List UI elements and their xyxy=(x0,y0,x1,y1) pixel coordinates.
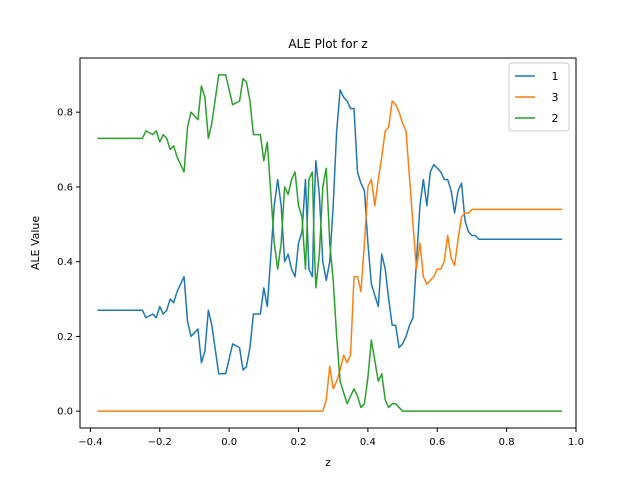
y-tick-label: 0.6 xyxy=(57,182,73,193)
y-tick-label: 0.0 xyxy=(57,407,73,418)
y-axis-label: ALE Value xyxy=(29,216,42,271)
series-line-2 xyxy=(97,74,563,412)
x-tick-label: 0.6 xyxy=(429,437,445,448)
legend-label-2: 2 xyxy=(552,112,559,125)
legend: 1 3 2 xyxy=(508,62,570,132)
x-tick-label: 0.8 xyxy=(499,437,515,448)
chart-title: ALE Plot for z xyxy=(288,37,367,51)
series-line-3 xyxy=(97,100,563,412)
x-axis-label: z xyxy=(325,456,331,469)
x-tick-label: 0.4 xyxy=(360,437,376,448)
y-tick-label: 0.8 xyxy=(57,108,73,119)
y-tick-label: 0.2 xyxy=(57,332,73,343)
legend-box xyxy=(508,62,570,132)
legend-label-3: 3 xyxy=(552,91,559,104)
plot-area xyxy=(79,57,577,429)
x-tick-label: 0.0 xyxy=(221,437,237,448)
plot-background xyxy=(80,58,576,428)
legend-label-1: 1 xyxy=(552,70,559,83)
y-axis: 0.0 0.2 0.4 0.6 0.8 xyxy=(57,108,80,418)
x-tick-label: −0.2 xyxy=(148,437,172,448)
plot-frame xyxy=(79,57,577,429)
x-tick-label: 0.2 xyxy=(291,437,307,448)
y-tick-label: 0.4 xyxy=(57,257,73,268)
series-layer xyxy=(97,74,563,412)
x-tick-label: −0.4 xyxy=(78,437,102,448)
x-axis: −0.4 −0.2 0.0 0.2 0.4 0.6 0.8 1.0 xyxy=(78,428,584,448)
x-tick-label: 1.0 xyxy=(568,437,584,448)
